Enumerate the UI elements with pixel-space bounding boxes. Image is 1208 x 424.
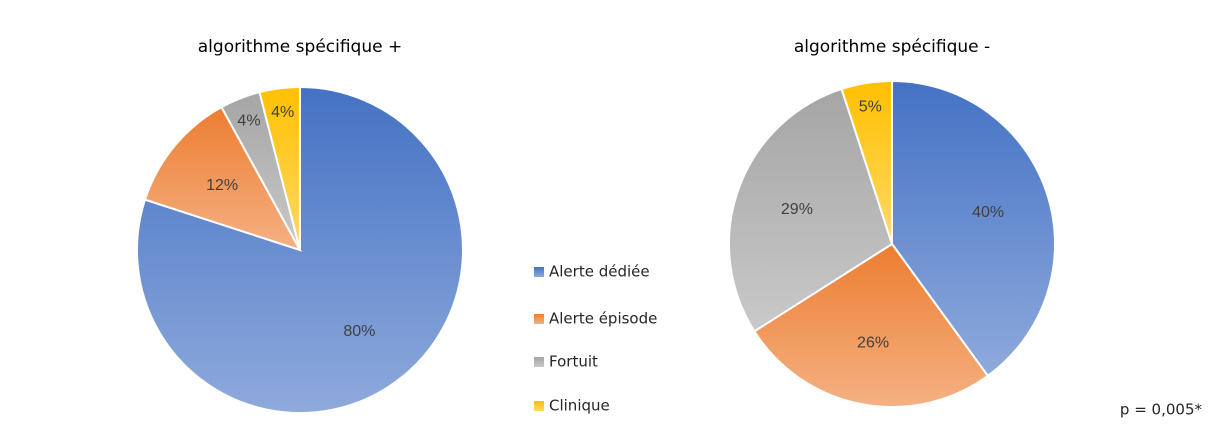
chart-title: algorithme spécifique + <box>198 37 402 57</box>
data-label: 4% <box>271 104 294 121</box>
pie-slice <box>752 242 990 408</box>
legend-swatch <box>534 267 544 277</box>
legend-swatch <box>534 314 544 324</box>
pie-slice <box>143 105 303 252</box>
pie-slice <box>891 79 1056 378</box>
legend-label: Alerte dédiée <box>549 263 650 281</box>
legend-label: Fortuit <box>549 353 598 371</box>
legend-swatch <box>534 401 544 411</box>
data-label: 4% <box>237 112 260 129</box>
legend-swatch <box>534 357 544 367</box>
pie-slice <box>136 85 464 414</box>
legend-label: Alerte épisode <box>549 310 657 328</box>
pie-slice <box>840 79 893 245</box>
data-label: 12% <box>206 177 238 194</box>
data-label: 80% <box>343 323 375 340</box>
legend-label: Clinique <box>549 397 610 415</box>
data-label: 26% <box>857 334 889 351</box>
data-label: 5% <box>859 98 882 115</box>
annotation: p = 0,005* <box>1120 401 1203 419</box>
data-label: 29% <box>781 201 813 218</box>
pie-slice <box>258 85 301 251</box>
data-label: 40% <box>972 204 1004 221</box>
pie-slice <box>728 87 894 333</box>
chart-title: algorithme spécifique - <box>794 37 990 57</box>
